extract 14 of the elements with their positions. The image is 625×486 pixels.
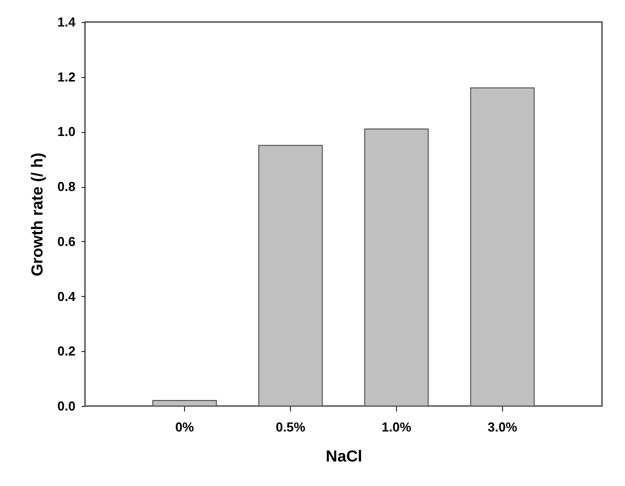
- y-tick-label: 1.2: [57, 69, 76, 84]
- x-tick-label: 1.0%: [382, 420, 412, 434]
- y-tick-label: 0.2: [57, 344, 76, 359]
- y-axis-title: Growth rate (/ h): [29, 152, 46, 276]
- y-tick-label: 0.0: [57, 398, 76, 414]
- y-tick-label: 0.4: [57, 288, 76, 304]
- x-tick-label: 3.0%: [488, 420, 518, 434]
- y-tick-label: 0.8: [57, 179, 76, 194]
- x-axis-title: NaCl: [326, 448, 362, 466]
- y-tick-label: 1.4: [57, 14, 76, 30]
- y-tick-label: 1.0: [57, 124, 76, 140]
- x-tick-label: 0%: [175, 420, 194, 434]
- x-tick-label: 0.5%: [276, 420, 306, 434]
- y-tick-label: 0.6: [57, 234, 76, 249]
